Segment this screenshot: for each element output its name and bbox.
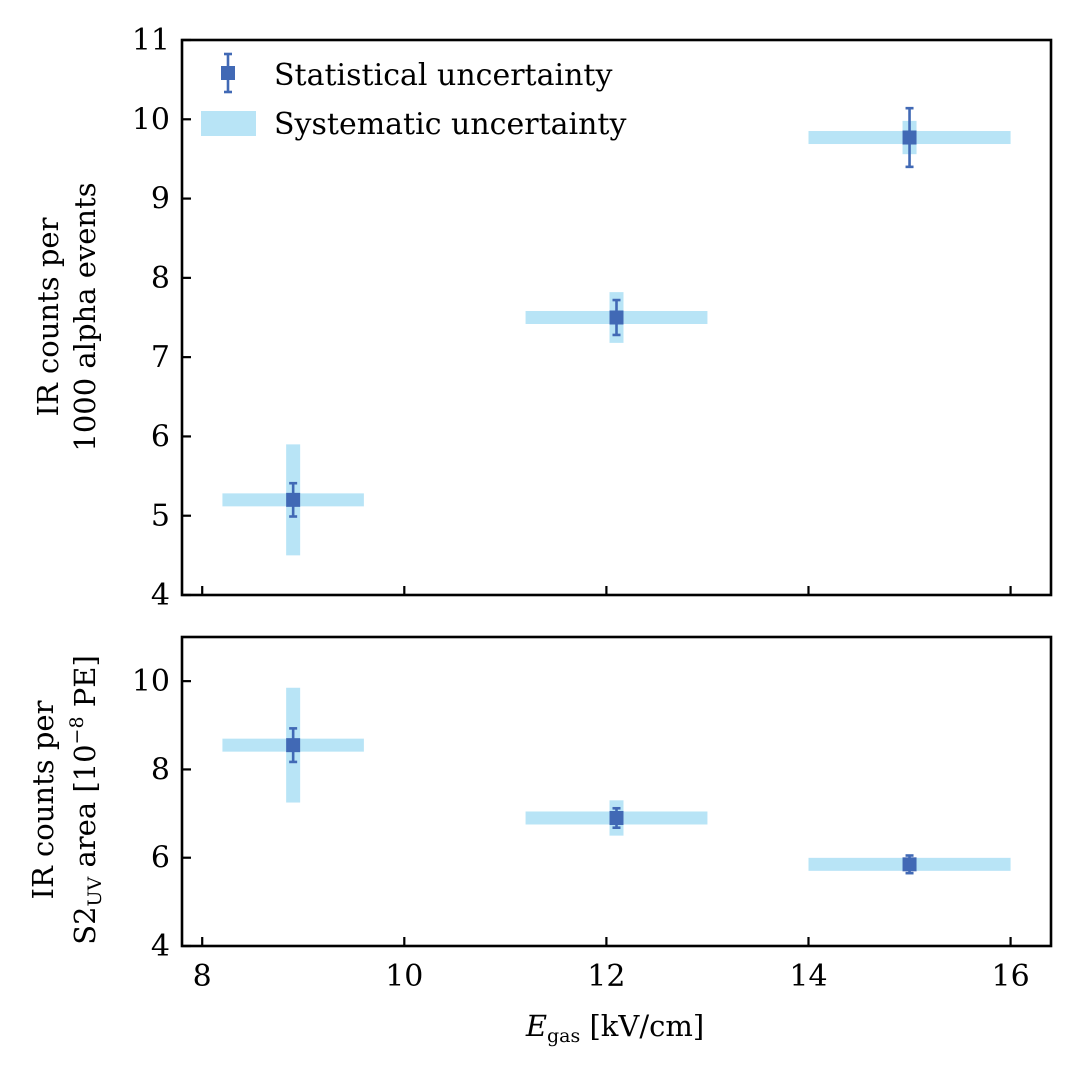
bottom-ylabel-line2: S2UV area [10−8 PE] <box>66 655 106 945</box>
bottom-xtick-label-8: 8 <box>193 959 212 994</box>
top-ylabel-line1: IR counts per <box>31 217 65 416</box>
top-ytick-label-6: 6 <box>151 419 170 454</box>
bottom-plot-area <box>222 687 1011 875</box>
top-ytick-label-10: 10 <box>132 102 170 137</box>
bottom-ytick-label-6: 6 <box>151 841 170 876</box>
bottom-panel: 4 6 8 10 8 10 12 14 16 IR counts per S2UV area [… <box>26 635 1053 1047</box>
top-ytick-label-5: 5 <box>151 499 170 534</box>
top-stat-marker-0 <box>286 492 301 507</box>
legend-stat-label: Statistical uncertainty <box>274 58 612 93</box>
top-ticks: 4 5 6 7 8 9 10 11 <box>132 23 1012 613</box>
top-ytick-label-8: 8 <box>151 261 170 296</box>
bottom-stat-marker-1 <box>609 810 624 825</box>
top-stat-marker-2 <box>902 130 917 145</box>
bottom-xtick-label-10: 10 <box>385 959 423 994</box>
top-ytick-label-7: 7 <box>151 340 170 375</box>
bottom-ytick-label-8: 8 <box>151 752 170 787</box>
top-axes-frame <box>180 38 1053 597</box>
legend-sys-patch <box>201 111 256 136</box>
bottom-xtick-label-14: 14 <box>789 959 827 994</box>
top-ytick-label-11: 11 <box>132 23 170 58</box>
top-plot-area <box>222 106 1011 556</box>
top-panel: 4 5 6 7 8 9 10 11 IR counts per 1000 alpha even… <box>31 23 1053 613</box>
legend-sys-label: Systematic uncertainty <box>274 107 626 142</box>
top-stat-marker-1 <box>609 310 624 325</box>
bottom-axes-frame <box>180 635 1053 948</box>
legend-stat-marker <box>221 66 235 80</box>
top-ytick-label-4: 4 <box>151 578 170 613</box>
bottom-xlabel: Egas [kV/cm] <box>525 1009 704 1047</box>
bottom-stat-marker-0 <box>286 738 301 753</box>
bottom-xtick-label-16: 16 <box>991 959 1029 994</box>
bottom-stat-marker-2 <box>902 857 917 872</box>
bottom-ytick-label-4: 4 <box>151 929 170 964</box>
top-ytick-label-9: 9 <box>151 182 170 217</box>
legend: Statistical uncertainty Systematic uncer… <box>201 52 626 142</box>
bottom-ytick-label-10: 10 <box>132 664 170 699</box>
bottom-ticks: 4 6 8 10 8 10 12 14 16 <box>132 664 1030 994</box>
top-ylabel-line2: 1000 alpha events <box>68 182 102 451</box>
bottom-ylabel-line1: IR counts per <box>26 700 60 899</box>
bottom-xtick-label-12: 12 <box>587 959 625 994</box>
